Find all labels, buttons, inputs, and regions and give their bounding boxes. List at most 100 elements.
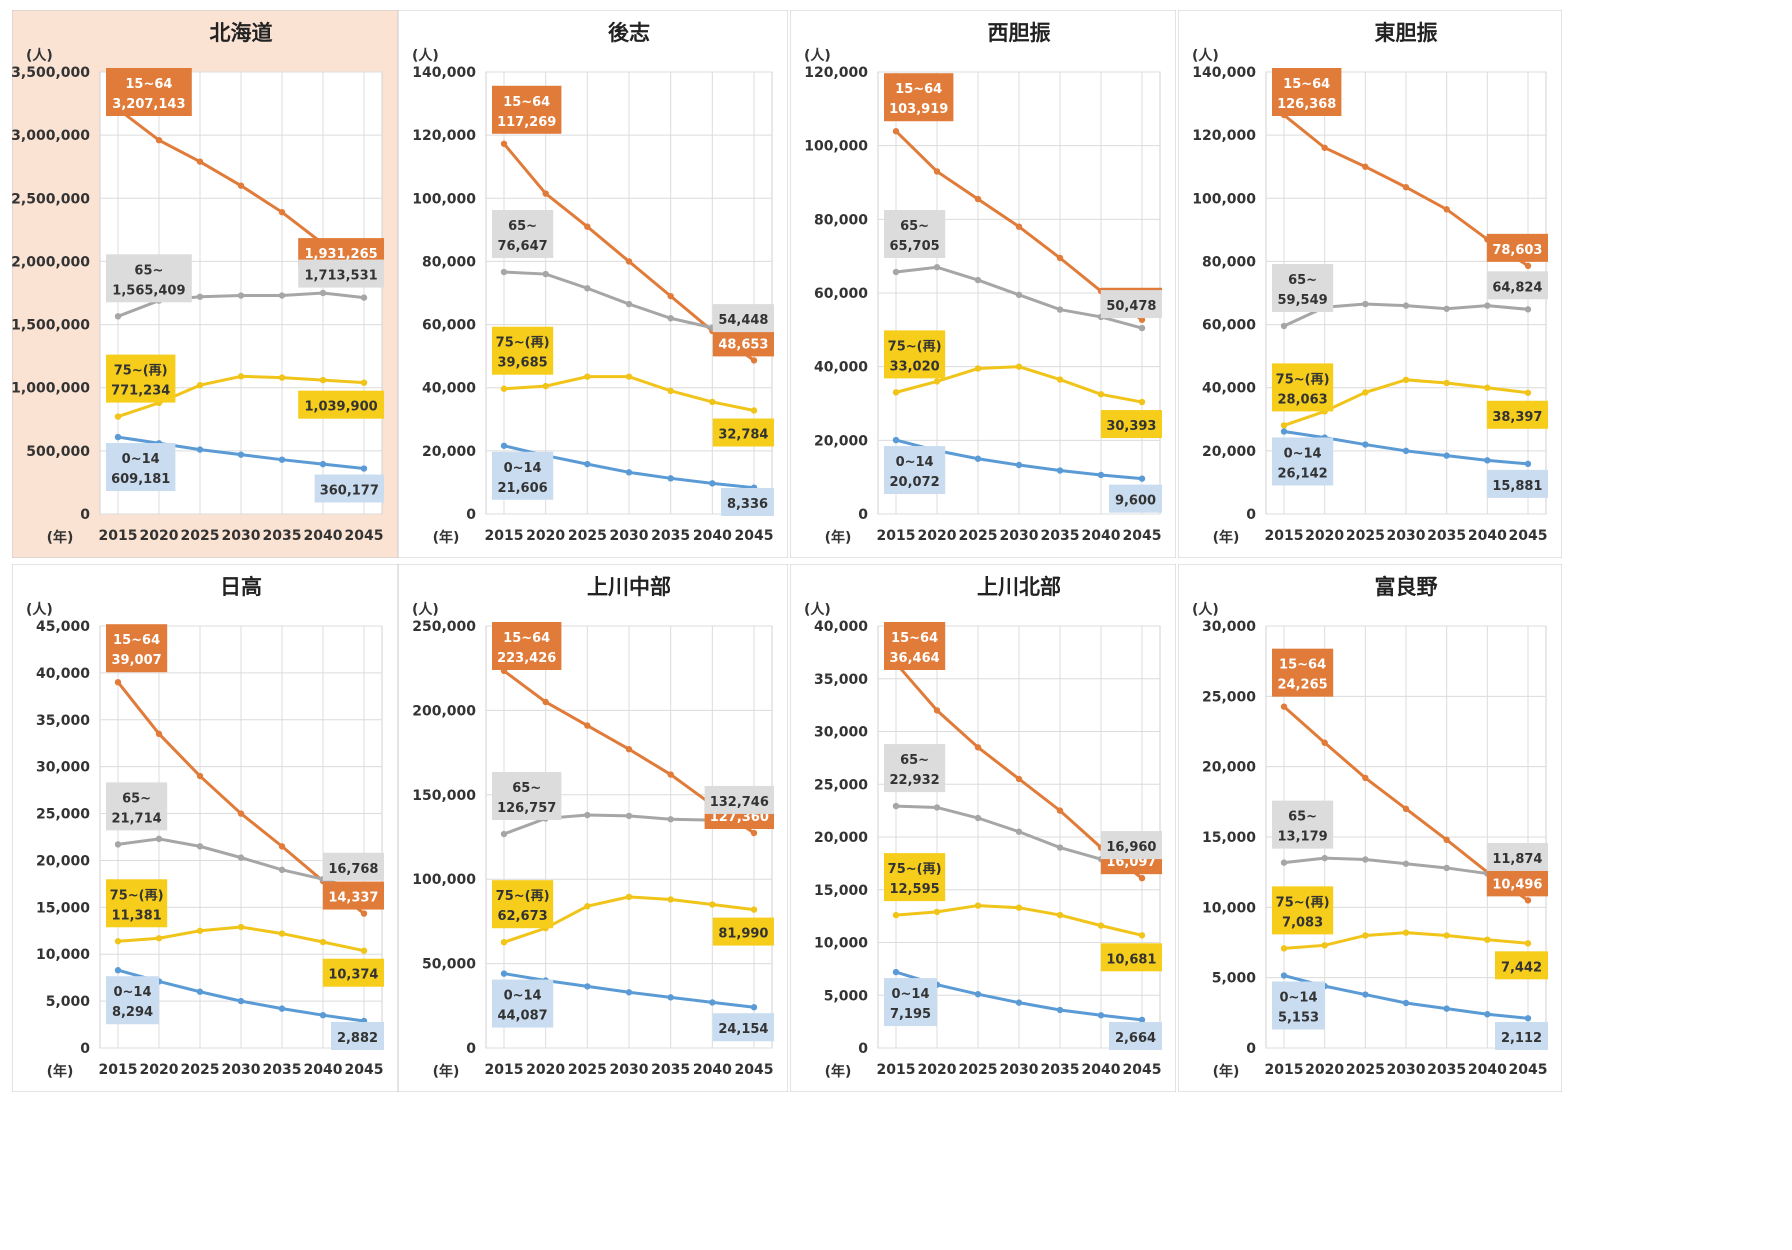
y-tick-label: 30,000	[36, 760, 90, 776]
data-point-65-plus	[892, 802, 900, 810]
data-point-65-plus	[1280, 322, 1288, 330]
chart-svg: 北海道 (人) 0 500,000 1,000,000 1,500,000 2,000,00…	[12, 10, 398, 558]
data-point-75-plus	[278, 374, 286, 381]
data-point-15-64	[892, 128, 900, 135]
chart-svg: 西胆振 (人) 0 20,000 40,000 60,000 80,000 100,000 12…	[790, 10, 1176, 558]
x-tick-label: 2040	[1468, 1062, 1507, 1078]
data-point-75-plus	[1321, 942, 1328, 949]
data-point-15-64	[1321, 739, 1328, 746]
data-point-65-plus	[974, 276, 982, 284]
y-tick-label: 0	[80, 1041, 90, 1057]
x-tick-label: 2030	[1387, 1062, 1426, 1078]
data-point-75-plus	[1484, 384, 1491, 391]
svg-text:117,269: 117,269	[497, 115, 556, 130]
data-point-75-plus	[1138, 932, 1146, 939]
chart-title: 後志	[608, 21, 650, 45]
data-point-15-64	[1015, 223, 1023, 230]
data-label-0-14: 0~14 44,087	[492, 979, 554, 1028]
data-point-75-plus	[667, 896, 674, 903]
data-point-65-plus	[1280, 859, 1288, 866]
x-unit-label: (年)	[433, 1063, 460, 1080]
chart-svg: 上川北部 (人) 0 5,000 10,000 15,000 20,000 25,000 30,…	[790, 564, 1176, 1092]
svg-text:0~14: 0~14	[113, 985, 151, 1000]
data-point-75-plus	[1280, 945, 1288, 952]
x-tick-label: 2045	[1123, 528, 1162, 544]
data-point-15-64	[278, 208, 286, 216]
y-tick-label: 150,000	[412, 788, 476, 804]
data-label-75-plus: 75~(再) 33,020	[884, 330, 946, 379]
svg-text:9,600: 9,600	[1115, 494, 1156, 509]
data-point-75-plus	[1280, 422, 1288, 429]
data-point-0-14	[319, 1011, 327, 1019]
data-point-75-plus	[1056, 911, 1064, 919]
data-point-15-64	[667, 771, 674, 778]
x-tick-label: 2040	[304, 528, 343, 544]
data-point-15-64	[1056, 807, 1064, 814]
y-tick-label: 20,000	[814, 433, 868, 449]
x-unit-label: (年)	[47, 529, 74, 546]
data-point-75-plus	[500, 939, 508, 946]
y-tick-label: 80,000	[814, 212, 868, 228]
svg-text:24,154: 24,154	[718, 1022, 768, 1037]
data-point-15-64	[360, 910, 368, 917]
data-point-65-plus	[319, 289, 327, 297]
data-point-75-plus	[500, 385, 508, 392]
data-label-15-64: 15~64 117,269	[492, 85, 562, 134]
y-tick-label: 40,000	[1202, 381, 1256, 397]
data-point-15-64	[1321, 144, 1328, 151]
y-tick-label: 140,000	[1192, 65, 1256, 81]
svg-text:15~64: 15~64	[503, 95, 550, 110]
data-point-0-14	[709, 480, 716, 487]
data-point-0-14	[1138, 475, 1146, 482]
svg-text:5,153: 5,153	[1278, 1011, 1319, 1026]
x-tick-label: 2020	[140, 528, 179, 544]
data-label-0-14: 0~14 21,606	[492, 451, 554, 500]
data-point-0-14	[500, 442, 508, 449]
data-point-0-14	[1097, 1012, 1105, 1019]
data-label-75-plus: 75~(再) 7,083	[1272, 886, 1334, 935]
x-unit-label: (年)	[433, 529, 460, 546]
data-point-0-14	[1056, 467, 1064, 474]
data-point-0-14	[667, 475, 674, 482]
svg-text:62,673: 62,673	[498, 909, 548, 924]
data-label-0-14: 8,336	[721, 488, 774, 516]
svg-text:223,426: 223,426	[497, 651, 556, 666]
data-point-0-14	[1524, 460, 1532, 468]
y-tick-label: 10,000	[36, 947, 90, 963]
x-tick-label: 2045	[735, 528, 774, 544]
svg-text:20,072: 20,072	[890, 475, 940, 490]
data-point-75-plus	[360, 947, 368, 954]
data-point-75-plus	[1443, 379, 1450, 387]
data-point-0-14	[278, 456, 286, 463]
y-tick-label: 120,000	[1192, 128, 1256, 144]
y-tick-label: 40,000	[814, 360, 868, 376]
data-label-0-14: 0~14 609,181	[106, 443, 176, 492]
y-tick-label: 100,000	[1192, 191, 1256, 207]
svg-text:7,195: 7,195	[890, 1007, 931, 1022]
data-point-65-plus	[1402, 302, 1410, 309]
x-tick-label: 2045	[345, 1062, 384, 1078]
data-label-65-plus: 65~ 76,647	[492, 210, 554, 259]
x-tick-label: 2040	[1468, 528, 1507, 544]
data-point-65-plus	[1138, 324, 1146, 332]
svg-text:75~(再): 75~(再)	[1276, 895, 1330, 910]
data-point-75-plus	[278, 930, 286, 937]
x-tick-label: 2045	[735, 1062, 774, 1078]
y-tick-label: 1,000,000	[12, 381, 90, 397]
svg-text:8,294: 8,294	[112, 1005, 153, 1020]
data-label-15-64: 14,337	[322, 881, 384, 910]
chart-title: 東胆振	[1375, 21, 1438, 45]
svg-text:75~(再): 75~(再)	[888, 339, 942, 354]
svg-text:0~14: 0~14	[891, 987, 929, 1002]
svg-text:7,083: 7,083	[1282, 915, 1323, 930]
x-tick-label: 2015	[877, 1062, 916, 1078]
chart-panel-8: 富良野 (人) 0 5,000 10,000 15,000 20,000 25,000 30,0…	[1178, 564, 1562, 1092]
data-label-75-plus: 10,374	[322, 958, 384, 987]
data-label-65-plus: 11,874	[1486, 842, 1548, 871]
data-label-15-64: 15~64 126,368	[1272, 68, 1342, 116]
data-point-15-64	[933, 707, 941, 714]
svg-text:21,714: 21,714	[112, 811, 162, 826]
svg-text:78,603: 78,603	[1492, 243, 1542, 258]
chart-svg: 後志 (人) 0 20,000 40,000 60,000 80,000 100,000 120…	[398, 10, 788, 558]
y-tick-label: 0	[466, 507, 476, 523]
